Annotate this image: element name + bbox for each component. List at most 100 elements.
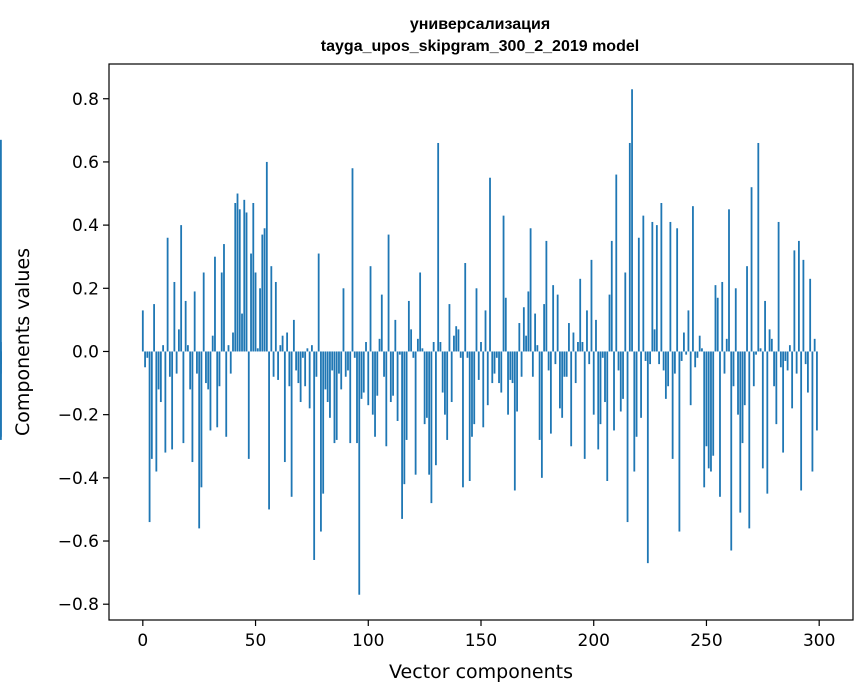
bar	[317, 253, 320, 352]
bar	[146, 351, 149, 358]
bar	[538, 351, 541, 440]
bar	[531, 351, 534, 377]
bar	[529, 228, 532, 352]
bar	[320, 351, 322, 532]
bar	[687, 310, 690, 352]
bar	[356, 351, 358, 444]
bar	[721, 281, 724, 352]
bar	[482, 351, 485, 428]
bar	[344, 351, 347, 377]
bar	[549, 351, 552, 434]
bar	[552, 285, 555, 352]
bar	[338, 351, 340, 374]
bar	[631, 89, 633, 352]
bar	[741, 351, 744, 444]
x-tick-label: 200	[578, 631, 610, 651]
y-tick-label: 0.8	[72, 90, 99, 110]
bar	[671, 351, 674, 459]
bar	[209, 351, 212, 431]
bar	[184, 300, 187, 352]
bar	[238, 209, 241, 352]
bar	[236, 193, 239, 352]
bar	[689, 351, 692, 406]
bar	[502, 215, 505, 352]
bar	[768, 329, 771, 352]
bar	[254, 272, 257, 352]
bar	[425, 351, 428, 418]
bar	[367, 351, 370, 406]
bar	[374, 351, 376, 437]
bar	[752, 351, 755, 387]
bar	[540, 351, 543, 478]
bar	[504, 297, 507, 352]
bar	[410, 329, 413, 352]
bar	[441, 351, 444, 393]
bar	[599, 351, 602, 425]
bar	[322, 351, 325, 494]
bar	[414, 351, 417, 475]
bar	[707, 351, 710, 469]
y-axis-label: Components values	[12, 248, 34, 436]
bar	[556, 294, 559, 352]
bar	[649, 351, 651, 365]
bar	[292, 319, 295, 352]
bar	[468, 351, 471, 481]
bar	[387, 234, 390, 352]
bar	[788, 345, 791, 352]
bar	[153, 304, 155, 352]
bar	[786, 351, 789, 371]
bar	[245, 212, 248, 352]
bar	[365, 342, 367, 352]
bar	[301, 351, 304, 358]
bar	[791, 351, 794, 409]
bar	[340, 351, 343, 390]
bar	[545, 240, 548, 352]
bar	[385, 351, 388, 447]
bar	[725, 338, 728, 352]
bar	[739, 351, 742, 513]
bar	[211, 335, 214, 352]
bar	[220, 272, 223, 352]
bar	[622, 351, 624, 399]
bar	[597, 351, 600, 450]
bar	[617, 351, 620, 371]
bar	[493, 351, 496, 374]
bar	[572, 332, 575, 352]
bar	[784, 351, 787, 361]
bar	[534, 313, 537, 352]
bar	[187, 345, 189, 352]
bar	[626, 351, 629, 523]
bar	[516, 351, 518, 412]
bar	[486, 351, 489, 406]
bar	[462, 351, 464, 488]
bar	[191, 351, 194, 463]
bar	[732, 351, 735, 387]
bar	[200, 351, 203, 488]
bar	[313, 351, 316, 560]
bar	[664, 351, 667, 399]
bar	[633, 351, 636, 472]
bar	[286, 332, 289, 352]
bar	[437, 142, 440, 352]
bar	[728, 209, 730, 352]
bar	[351, 168, 354, 352]
bar	[613, 351, 615, 431]
bar	[513, 351, 516, 491]
bar	[448, 304, 451, 352]
chart-title: универсализация	[410, 16, 550, 33]
bar	[148, 351, 151, 523]
x-tick-label: 150	[465, 631, 497, 651]
bar	[256, 348, 259, 352]
bar	[701, 348, 703, 352]
bar	[737, 351, 739, 415]
x-tick-label: 50	[245, 631, 267, 651]
bar	[561, 351, 564, 418]
bar	[464, 263, 467, 352]
bar	[261, 234, 264, 352]
bar	[295, 351, 298, 371]
bar	[547, 351, 550, 371]
bar	[455, 326, 458, 352]
y-tick-label: 0.0	[72, 342, 99, 362]
bar	[331, 351, 334, 371]
bar	[311, 345, 313, 352]
